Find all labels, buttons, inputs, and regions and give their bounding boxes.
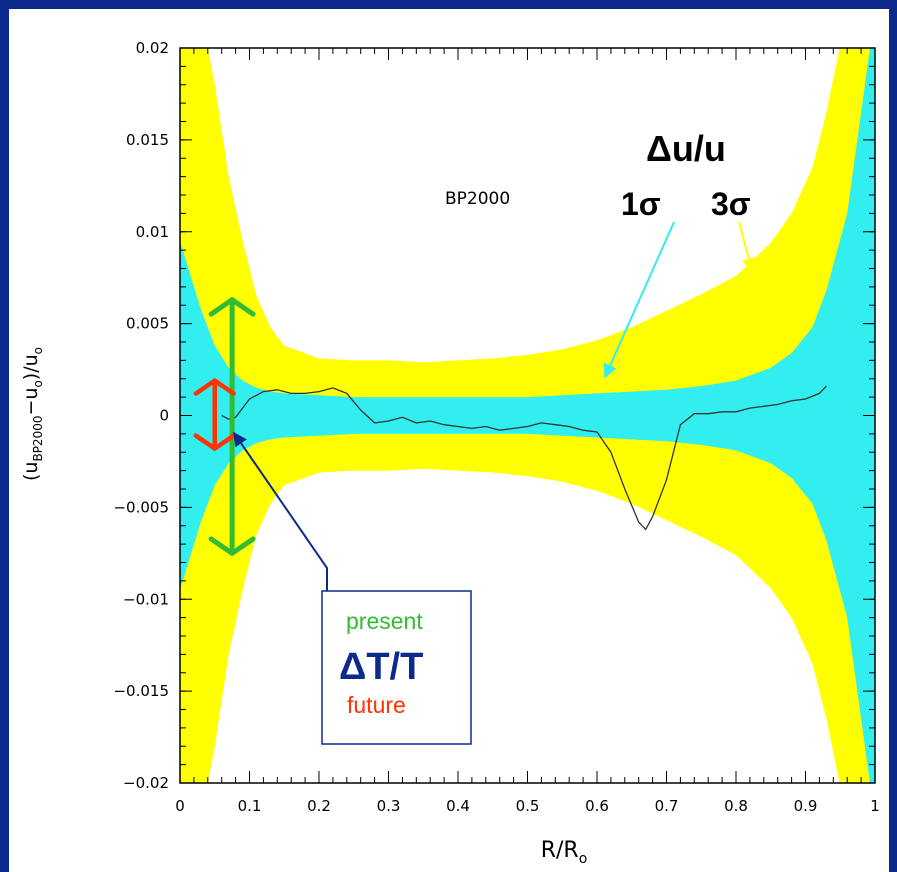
x-axis-label: R/Ro: [541, 838, 588, 867]
legend-future: future: [347, 692, 406, 718]
present-arrow-head-bottom: [208, 536, 256, 556]
y-tick-label: −0.01: [123, 590, 169, 608]
x-tick-label: 1: [870, 797, 880, 815]
one-sigma-band: [180, 48, 875, 783]
y-tick-label: −0.015: [113, 682, 169, 700]
plot-frame: [179, 47, 876, 784]
x-tick-label: 0: [175, 797, 185, 815]
legend-box: present ΔT/T future: [321, 590, 472, 745]
x-tick-label: 0.2: [307, 797, 331, 815]
x-tick-label: 0.1: [238, 797, 262, 815]
x-tick-label: 0.3: [377, 797, 401, 815]
legend-box-frame: [321, 590, 472, 745]
bp2000-line: [221, 385, 827, 531]
future-arrow-head-bottom: [193, 433, 236, 451]
present-arrow-head-top: [208, 297, 256, 317]
y-tick-label: −0.02: [123, 774, 169, 792]
three-sigma-label: 3σ: [711, 186, 751, 222]
x-tick-labels: 0 0.1 0.2 0.3 0.4 0.5 0.6 0.7 0.8 0.9 1: [175, 797, 880, 815]
three-sigma-pointer: [738, 221, 756, 273]
future-arrow-head-top: [193, 378, 236, 396]
x-tick-label: 0.9: [794, 797, 818, 815]
delta-u-title: Δu/u: [646, 128, 726, 169]
y-tick-labels: −0.02 −0.015 −0.01 −0.005 0 0.005 0.01 0.015 0.0…: [113, 39, 169, 792]
x-tick-label: 0.5: [516, 797, 540, 815]
y-tick-label: 0.01: [136, 223, 169, 241]
figure-frame: 0 0.1 0.2 0.3 0.4 0.5 0.6 0.7 0.8 0.9 1 −0.02 −0.01…: [9, 9, 889, 872]
x-tick-label: 0.6: [585, 797, 609, 815]
chart: 0 0.1 0.2 0.3 0.4 0.5 0.6 0.7 0.8 0.9 1 −0.02 −0.01…: [20, 39, 880, 867]
legend-present: present: [346, 608, 423, 634]
x-tick-label: 0.7: [655, 797, 679, 815]
one-sigma-label: 1σ: [621, 186, 661, 222]
y-tick-label: −0.005: [113, 498, 169, 516]
series-name-label: BP2000: [445, 189, 510, 209]
x-tick-label: 0.4: [446, 797, 470, 815]
uncertainty-arrows: [193, 297, 256, 556]
legend-delta-t: ΔT/T: [339, 646, 423, 688]
legend-pointer: [233, 431, 328, 591]
y-tick-label: 0.015: [126, 131, 169, 149]
y-tick-label: 0.005: [126, 315, 169, 333]
y-tick-label: 0: [159, 407, 169, 425]
x-tick-label: 0.8: [724, 797, 748, 815]
one-sigma-pointer: [603, 221, 675, 379]
y-tick-label: 0.02: [136, 39, 169, 57]
y-axis-label: (uBP2000−uo)/uo: [20, 347, 45, 481]
